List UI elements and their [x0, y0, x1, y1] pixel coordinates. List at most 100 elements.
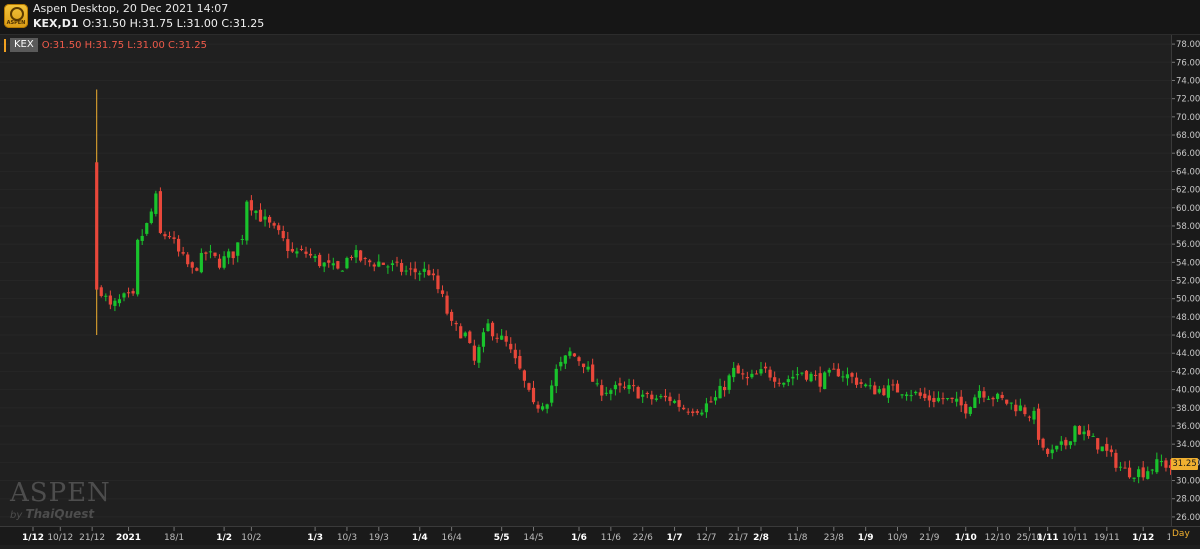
candle-down: [304, 251, 308, 254]
y-tick-label: 58.00: [1176, 222, 1200, 232]
x-tick-label: 11/6: [601, 533, 621, 543]
candle-down: [459, 326, 463, 339]
price-axis[interactable]: 26.0028.0030.0032.0034.0036.0038.0040.00…: [1171, 35, 1200, 526]
candle-down: [814, 374, 818, 376]
candle-down: [299, 248, 304, 250]
candle-down: [632, 385, 636, 387]
candle-down: [436, 275, 440, 290]
x-tick-label: 12/7: [696, 533, 716, 543]
candlestick-chart[interactable]: [0, 35, 1200, 526]
candle-up: [786, 379, 790, 383]
candle-down: [686, 411, 690, 413]
candle-down: [427, 270, 431, 276]
candle-down: [709, 401, 713, 403]
candle-down: [272, 223, 276, 226]
candle-up: [604, 392, 608, 394]
timeframe-label[interactable]: Day: [1172, 529, 1190, 539]
x-tick-label: 21/12: [79, 533, 105, 543]
candle-up: [313, 256, 317, 259]
candle-down: [991, 397, 995, 400]
candle-down: [723, 386, 727, 391]
time-axis[interactable]: 1/12 10/12 21/12 2021 18/1 1/2 10/2 1/3 10/3 19/3…: [0, 526, 1200, 545]
candle-up: [463, 332, 467, 337]
chart-legend[interactable]: KEX O:31.50 H:31.75 L:31.00 C:31.25: [4, 38, 207, 53]
candle-up: [254, 210, 258, 213]
candle-down: [736, 365, 740, 374]
candle-down: [204, 252, 208, 254]
candle-up: [1091, 435, 1095, 437]
candle-down: [95, 162, 99, 290]
candle-up: [791, 376, 795, 379]
candle-up: [750, 373, 754, 378]
candle-up: [208, 251, 213, 253]
candle-up: [759, 369, 763, 374]
candle-down: [536, 404, 540, 409]
candle-down: [349, 256, 354, 258]
legend-symbol[interactable]: KEX: [10, 38, 38, 52]
chart-plot-area[interactable]: [0, 35, 1200, 526]
candle-up: [845, 374, 850, 379]
candle-up: [877, 389, 881, 393]
y-tick-label: 40.00: [1176, 386, 1200, 396]
candle-up: [827, 369, 831, 373]
candle-down: [1014, 404, 1018, 412]
candle-up: [627, 384, 631, 390]
candle-up: [140, 235, 144, 241]
candle-down: [932, 397, 936, 403]
candle-down: [695, 411, 699, 413]
candle-up: [809, 373, 813, 382]
y-tick-label: 60.00: [1176, 204, 1200, 214]
x-tick-label: 21/9: [919, 533, 939, 543]
candle-up: [1150, 469, 1154, 471]
candle-up: [654, 398, 658, 400]
candle-up: [418, 273, 422, 275]
x-tick-label: 1/6: [571, 533, 587, 543]
x-tick-label: 2021: [116, 533, 141, 543]
title-bar: ASPEN Aspen Desktop, 20 Dec 2021 14:07 K…: [0, 0, 1200, 35]
candle-down: [754, 373, 759, 375]
x-tick-label: 22/6: [633, 533, 653, 543]
candle-up: [559, 361, 563, 367]
candle-up: [340, 270, 344, 272]
candle-down: [941, 398, 945, 400]
candle-up: [386, 266, 390, 268]
candle-up: [986, 398, 991, 400]
candle-down: [172, 237, 176, 239]
candle-up: [149, 211, 153, 223]
candle-up: [613, 384, 617, 390]
candle-up: [377, 261, 381, 267]
candle-down: [850, 373, 854, 377]
candle-down: [581, 363, 586, 368]
candle-down: [336, 261, 340, 269]
candle-down: [773, 377, 777, 382]
candle-down: [131, 291, 135, 294]
candle-down: [832, 368, 836, 370]
y-tick-label: 54.00: [1176, 258, 1200, 268]
candle-up: [145, 223, 149, 234]
candle-up: [800, 372, 804, 374]
candle-down: [290, 248, 294, 252]
candle-up: [113, 300, 117, 306]
candle-down: [213, 252, 217, 256]
candle-down: [1036, 408, 1041, 440]
candle-down: [959, 396, 963, 406]
candle-down: [472, 345, 476, 361]
candle-down: [854, 377, 859, 385]
x-tick-label: 1/9: [858, 533, 874, 543]
candle-down: [1005, 399, 1009, 404]
candle-down: [1000, 394, 1004, 398]
candle-up: [122, 293, 126, 298]
y-tick-label: 62.00: [1176, 186, 1200, 196]
candle-down: [1046, 448, 1050, 454]
candle-up: [322, 262, 326, 267]
candle-down: [591, 364, 595, 382]
x-tick-label: 1/10: [955, 533, 977, 543]
candle-down: [882, 388, 886, 396]
x-tick-label: 10/11: [1062, 533, 1088, 543]
time-axis-labels: 1/12 10/12 21/12 2021 18/1 1/2 10/2 1/3 10/3 19/3…: [22, 527, 1193, 543]
candle-up: [886, 385, 890, 398]
candle-down: [318, 254, 322, 267]
x-tick-label: 25/10: [1016, 533, 1042, 543]
y-tick-label: 38.00: [1176, 404, 1200, 414]
x-tick-label: 1/4: [412, 533, 428, 543]
